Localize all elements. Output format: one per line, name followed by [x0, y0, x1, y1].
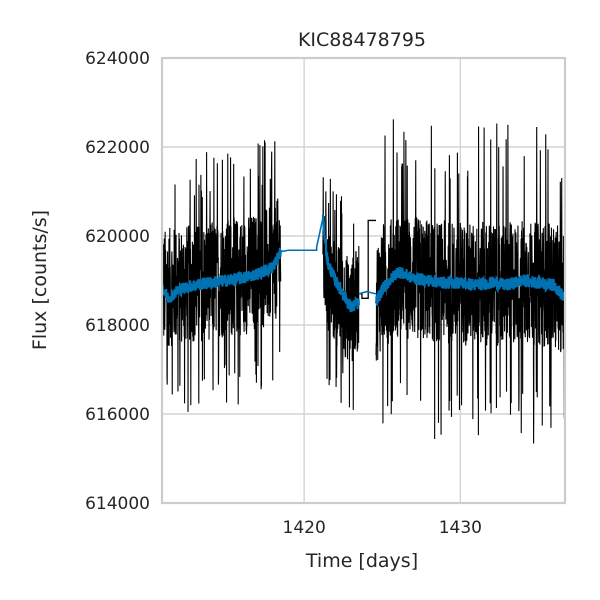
- y-axis-label: Flux [counts/s]: [29, 210, 51, 350]
- y-tick-label: 622000: [85, 138, 150, 158]
- gap-step-line-blue: [358, 290, 377, 295]
- smoothed-flux-line: [374, 266, 566, 306]
- plot-data: [160, 119, 566, 444]
- raw-flux-line: [161, 140, 282, 412]
- y-tick-label: 614000: [85, 494, 150, 514]
- chart-title: KIC88478795: [298, 29, 426, 51]
- y-ticks: 614000 616000 618000 620000 622000 624000: [85, 49, 150, 514]
- y-tick-label: 620000: [85, 227, 150, 247]
- x-tick-label: 1430: [439, 518, 482, 538]
- y-tick-label: 618000: [85, 316, 150, 336]
- smoothed-flux-line: [160, 247, 282, 303]
- plot-frame: [160, 56, 567, 505]
- x-axis-label: Time [days]: [305, 550, 418, 572]
- y-tick-label: 624000: [85, 49, 150, 69]
- x-tick-label: 1420: [283, 518, 326, 538]
- gap-step-line-blue: [280, 218, 324, 253]
- x-ticks: 1420 1430: [283, 518, 482, 538]
- smoothed-flux-line: [321, 214, 360, 313]
- y-tick-label: 616000: [85, 405, 150, 425]
